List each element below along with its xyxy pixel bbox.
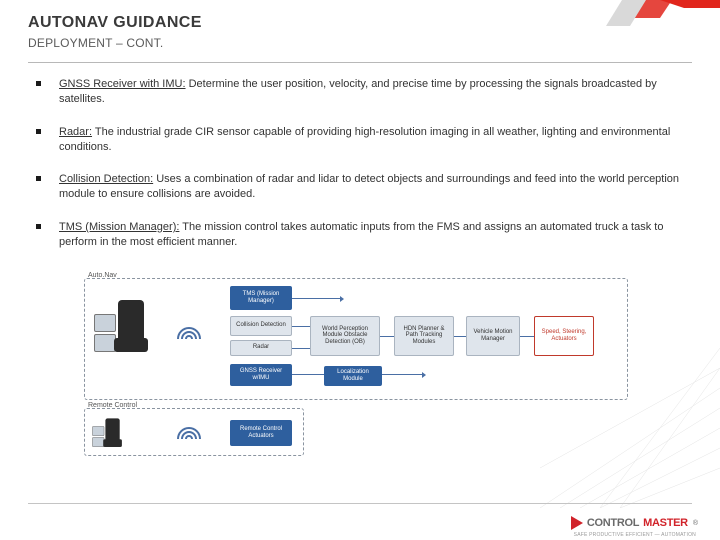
diagram-node-path: HDN Planner & Path Tracking Modules	[394, 316, 454, 356]
list-item: GNSS Receiver with IMU: Determine the us…	[36, 77, 684, 107]
diagram-arrow	[292, 374, 324, 376]
bullet-list: GNSS Receiver with IMU: Determine the us…	[0, 63, 720, 274]
diagram-node-radar: Radar	[230, 340, 292, 356]
bullet-icon	[36, 129, 41, 134]
logo-text-1: CONTROL	[587, 517, 639, 529]
slide-subtitle: DEPLOYMENT – CONT.	[28, 36, 692, 50]
logo-registered: ®	[693, 520, 698, 527]
diagram-arrow	[454, 336, 466, 338]
diagram-node-speed: Speed, Steering, Actuators	[534, 316, 594, 356]
list-item: Collision Detection: Uses a combination …	[36, 172, 684, 202]
list-item: TMS (Mission Manager): The mission contr…	[36, 220, 684, 250]
footer-logo: CONTROL MASTER ®	[571, 516, 698, 530]
diagram-arrow	[292, 348, 310, 350]
footer-tagline: SAFE PRODUCTIVE EFFICIENT — AUTOMATION	[574, 532, 696, 538]
diagram-section-label: Auto.Nav	[88, 272, 117, 279]
bullet-text: Collision Detection: Uses a combination …	[59, 172, 684, 202]
diagram-node-gnss: GNSS Receiver w/IMU	[230, 364, 292, 386]
diagram-arrow	[520, 336, 534, 338]
diagram-node-collision: Collision Detection	[230, 316, 292, 336]
diagram-arrow	[292, 298, 340, 300]
wireless-icon	[174, 324, 204, 354]
diagram-node-local: Localization Module	[324, 366, 382, 386]
bullet-text: TMS (Mission Manager): The mission contr…	[59, 220, 684, 250]
bullet-icon	[36, 81, 41, 86]
operator-station-icon	[90, 414, 129, 454]
operator-station-icon	[90, 292, 160, 364]
bullet-text: GNSS Receiver with IMU: Determine the us…	[59, 77, 684, 107]
list-item: Radar: The industrial grade CIR sensor c…	[36, 125, 684, 155]
bullet-icon	[36, 224, 41, 229]
bullet-icon	[36, 176, 41, 181]
diagram-arrow	[292, 326, 310, 328]
diagram-node-world: World Perception Module Obstacle Detecti…	[310, 316, 380, 356]
diagram-node-vehicle: Vehicle Motion Manager	[466, 316, 520, 356]
slide-header: AUTONAV GUIDANCE DEPLOYMENT – CONT.	[0, 0, 720, 54]
diagram-node-remote: Remote Control Actuators	[230, 420, 292, 446]
diagram-section-label: Remote Control	[88, 402, 137, 409]
wireless-icon	[174, 424, 204, 454]
diagram-arrow	[382, 374, 422, 376]
logo-triangle-icon	[571, 516, 583, 530]
footer-divider	[28, 503, 692, 504]
bullet-text: Radar: The industrial grade CIR sensor c…	[59, 125, 684, 155]
diagram-node-tms: TMS (Mission Manager)	[230, 286, 292, 310]
logo-text-2: MASTER	[643, 517, 688, 529]
slide-title: AUTONAV GUIDANCE	[28, 14, 692, 32]
architecture-diagram: Auto.Nav Remote Control TMS (Mission Manag…	[80, 274, 640, 464]
diagram-arrow	[380, 336, 394, 338]
